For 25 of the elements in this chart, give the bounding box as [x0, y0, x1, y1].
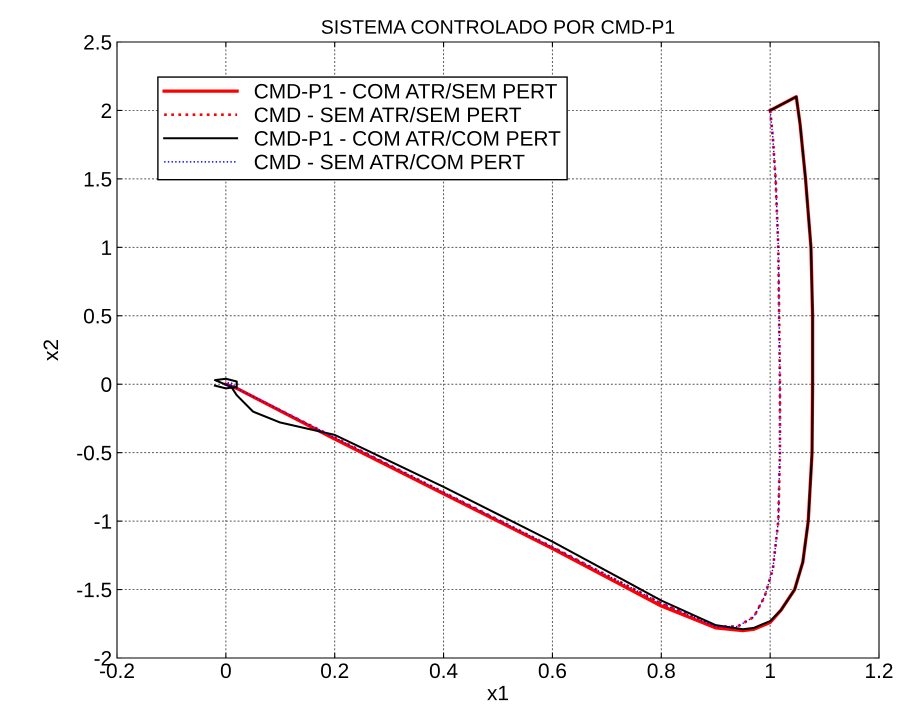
y-tick-label: 1.5: [84, 172, 112, 187]
y-axis-title: x2: [43, 340, 58, 361]
x-tick-label: 0.4: [430, 663, 458, 678]
x-tick-label: 1: [766, 664, 775, 678]
x-tick-label: 1.2: [866, 663, 892, 678]
y-tick-label: -1: [94, 514, 112, 529]
legend-label: CMD-P1 - COM ATR/SEM PERT: [254, 83, 557, 99]
y-tick-label: 2: [102, 103, 112, 118]
x-axis-title: x1: [487, 686, 508, 700]
y-tick-label: -0.5: [77, 446, 112, 460]
legend-label: CMD-P1 - COM ATR/COM PERT: [254, 130, 560, 146]
y-tick-label: 2.5: [84, 35, 112, 50]
y-tick-label: 1: [102, 240, 112, 255]
y-tick-label: 0.5: [84, 308, 112, 324]
chart-title: SISTEMA CONTROLADO POR CMD-P1: [322, 20, 674, 34]
x-tick-label: 0.2: [321, 663, 348, 678]
x-tick-label: 0.6: [538, 663, 566, 678]
y-tick-label: -1.5: [77, 582, 112, 598]
x-tick-label: 0: [220, 663, 231, 678]
y-tick-label: -2: [94, 651, 112, 666]
y-tick-label: 0: [101, 377, 112, 392]
legend-label: CMD - SEM ATR/SEM PERT: [254, 106, 522, 122]
x-tick-label: 0.8: [648, 663, 675, 678]
legend-label: CMD - SEM ATR/COM PERT: [254, 154, 525, 170]
x-tick-label: -0.2: [100, 663, 134, 678]
